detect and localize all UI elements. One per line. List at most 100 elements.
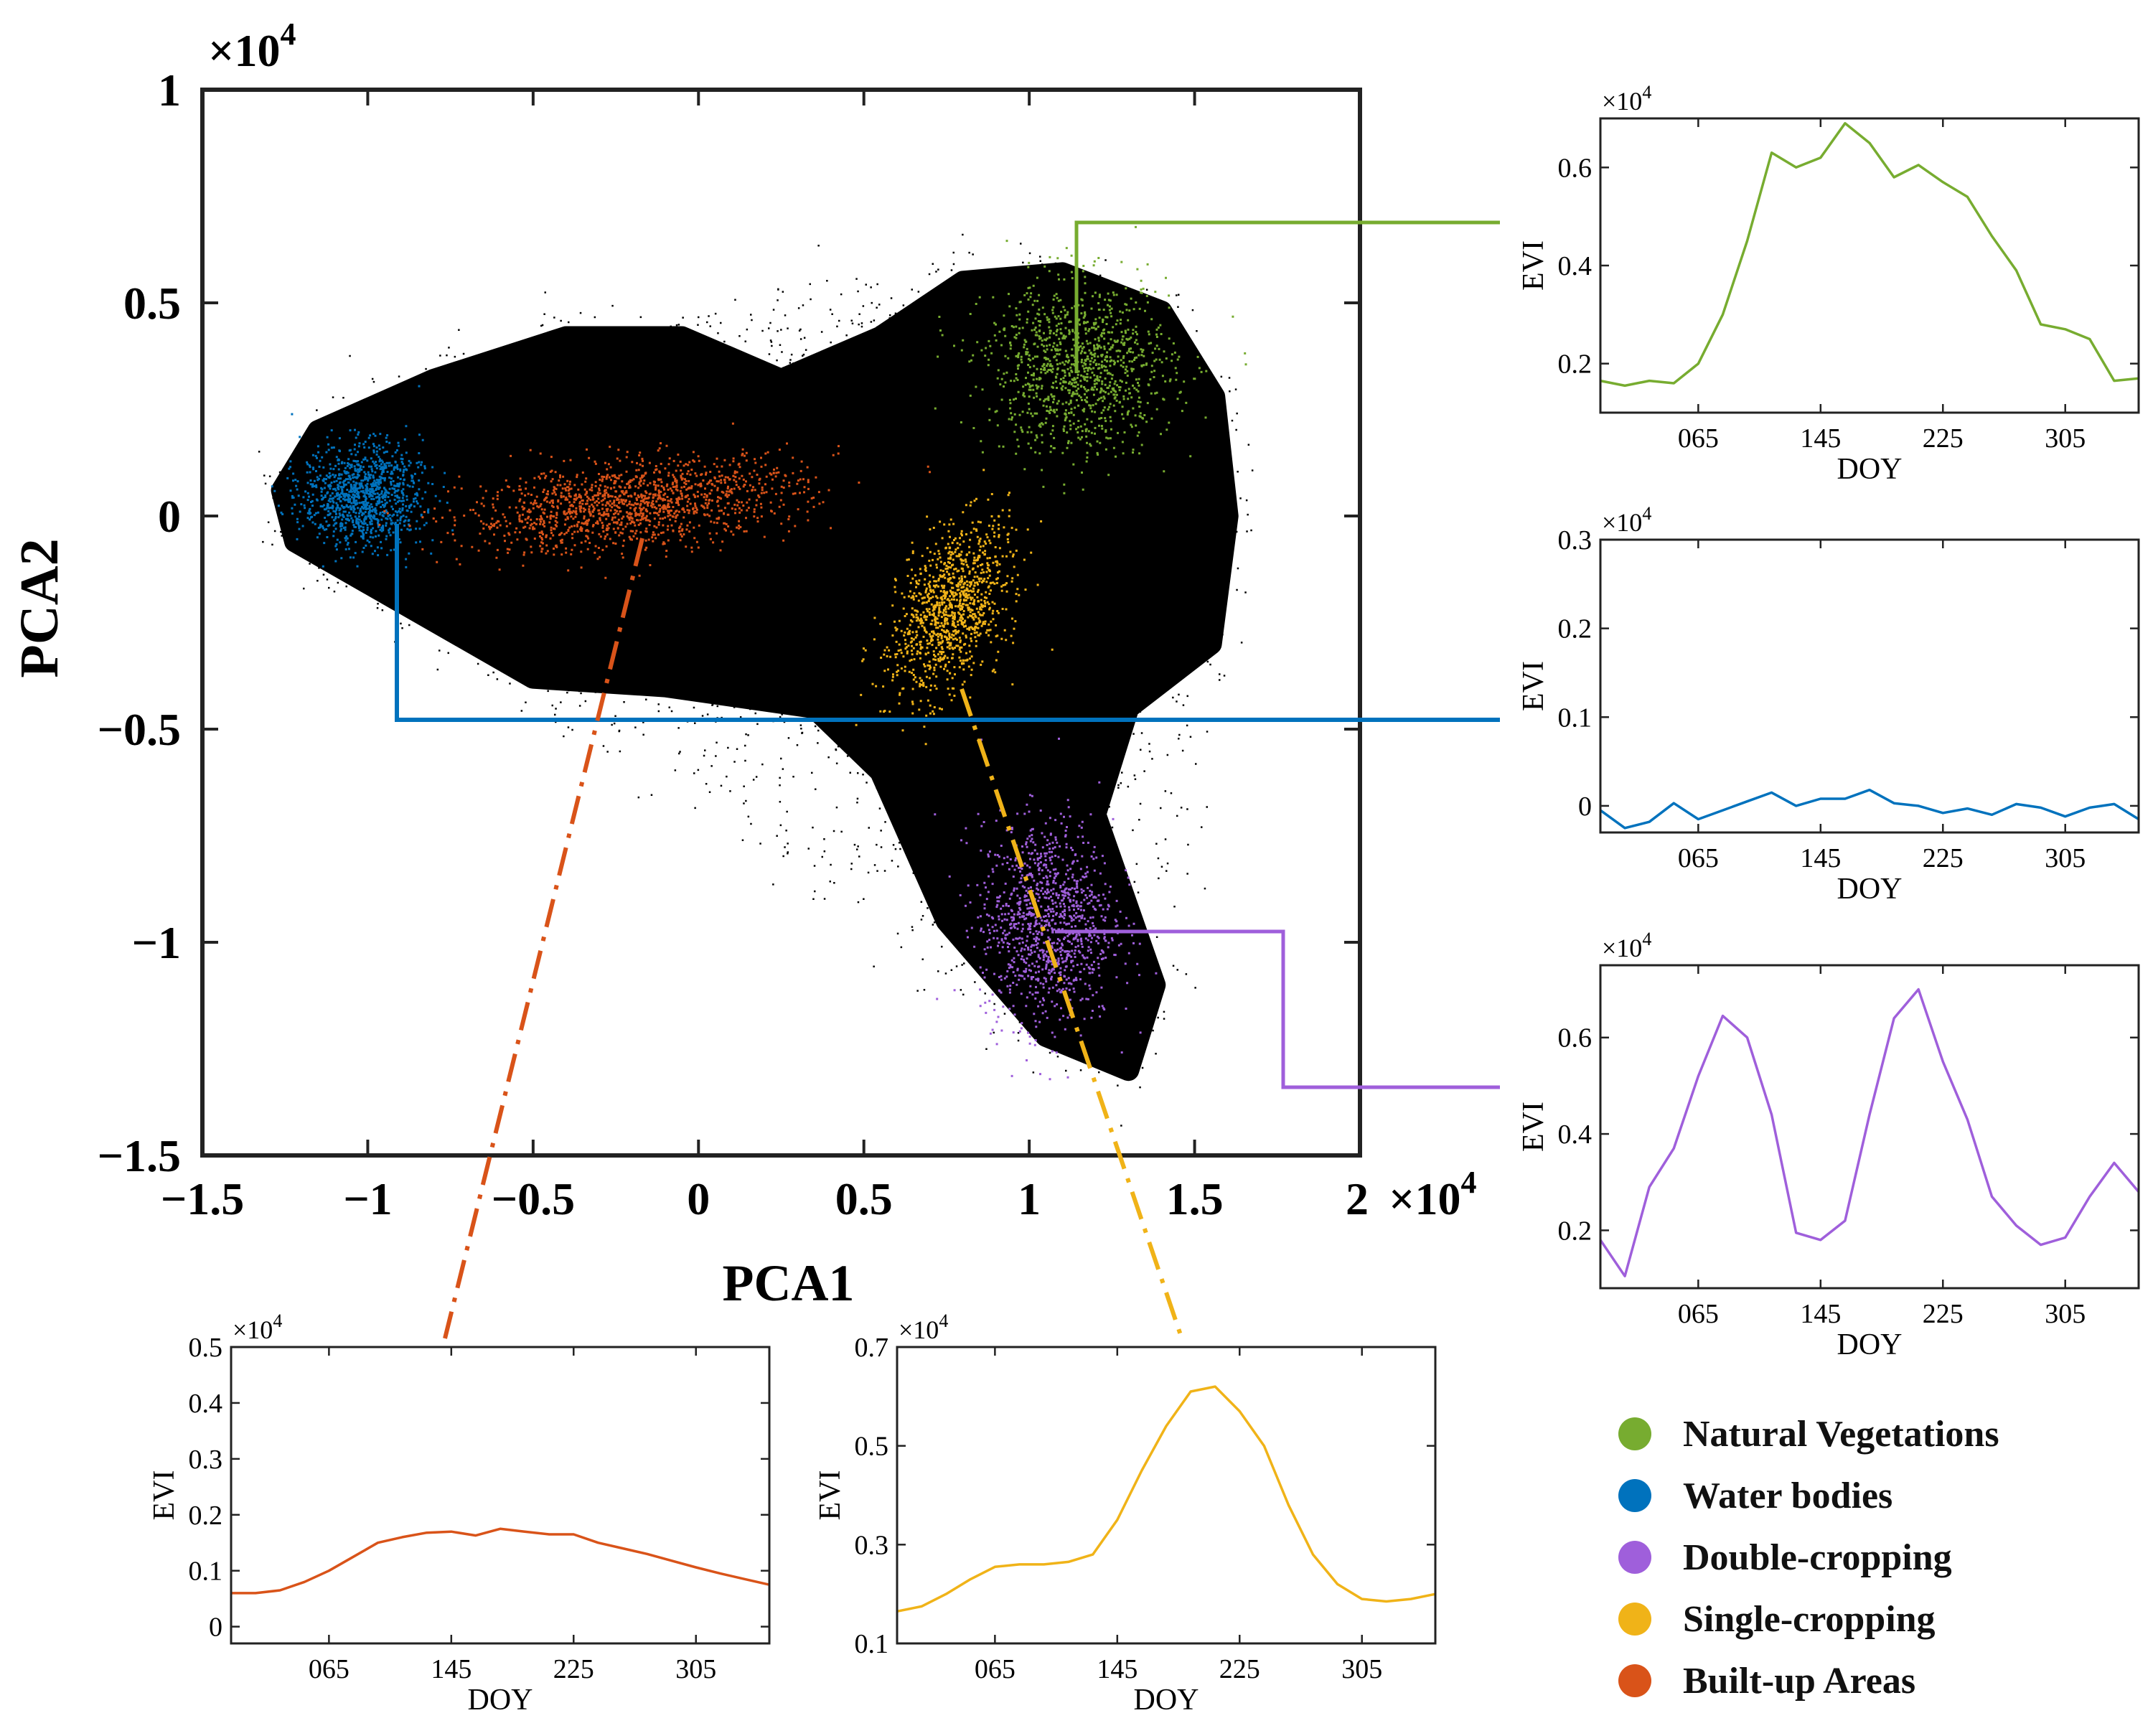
evi-x-label: DOY [1134,1684,1199,1717]
y-tick-label: 0.3 [189,1445,223,1475]
cluster-points-natural [934,225,1247,494]
legend-label: Water bodies [1683,1475,1893,1516]
evi-plot-builtup: 065 145 225 305 0 0.1 0.2 0.3 0.4 0.5 ×104 DOY EVI [148,1310,771,1717]
y-tick-label: 0.6 [1558,153,1593,183]
evi-exponent: ×104 [1602,929,1651,962]
x-tick-label: −1 [343,1173,392,1224]
y-tick-label: 0.1 [1558,703,1593,733]
x-tick-label: 1.5 [1166,1173,1224,1224]
evi-line-builtup [231,1527,770,1595]
y-tick-label: 0.4 [1558,1120,1593,1150]
y-tick-label: 0.5 [123,278,181,329]
x-tick-label: 065 [1678,1299,1719,1329]
legend: Natural Vegetations Water bodies Double-… [1618,1403,1999,1712]
legend-item-single-cropping: Single-cropping [1618,1588,1999,1650]
evi-plot-single: 065 145 225 305 0.1 0.3 0.5 0.7 ×104 DOY EVI [814,1310,1437,1717]
cluster-double [934,737,1158,1081]
legend-item-built-up-areas: Built-up Areas [1618,1650,1999,1712]
x-tick-label: 145 [1800,423,1841,454]
evi-axes-frame [230,1346,771,1645]
connector-double [1055,929,1500,1089]
evi-y-label: EVI [1517,1102,1550,1152]
cluster-points-water [271,385,454,568]
connector-natural [1074,220,1500,373]
x-tick-label: 065 [309,1654,350,1684]
cluster-connectors [395,220,1500,1339]
legend-label: Single-cropping [1683,1598,1936,1640]
x-tick-label: 225 [1923,1299,1964,1329]
y-tick-label: 0.7 [855,1333,889,1363]
y-tick-label: 0.2 [1558,1216,1593,1246]
x-tick-label: 225 [553,1654,594,1684]
evi-line-natural [1600,122,2139,388]
x-tick-label: 1 [1018,1173,1041,1224]
evi-exponent-power: 4 [1642,503,1651,524]
cluster-points-double [934,737,1158,1081]
x-tick-label: 305 [2045,843,2086,873]
y-tick-label: 0.6 [1558,1023,1593,1054]
cluster-water [271,385,454,568]
connector-builtup [443,538,644,1339]
evi-exponent: ×104 [1602,503,1651,537]
x-tick-label: 065 [1678,423,1719,454]
legend-item-natural-vegetations: Natural Vegetations [1618,1403,1999,1465]
y-tick-label: 0.5 [855,1432,889,1462]
x-tick-label: 0 [687,1173,710,1224]
x-tick-label: 305 [2045,423,2086,454]
x-tick-label: 305 [2045,1299,2086,1329]
legend-marker-natural [1618,1417,1651,1450]
evi-x-label: DOY [1837,453,1903,486]
y-tick-label: 0 [158,491,181,542]
legend-marker-single [1618,1603,1651,1636]
evi-axes-frame [1599,117,2140,414]
y-axis-exponent: ×104 [208,17,296,76]
connector-single [960,688,1183,1336]
evi-exponent: ×104 [233,1310,282,1344]
evi-line-double [1599,987,2140,1277]
evi-y-label: EVI [1517,240,1550,291]
evi-exponent-power: 4 [273,1310,282,1331]
y-tick-label: 0.2 [189,1501,223,1531]
cluster-points-builtup [378,422,931,579]
y-tick-label: 0.1 [855,1629,889,1659]
evi-exponent-power: 4 [1642,82,1651,103]
x-tick-label: 145 [1097,1654,1138,1684]
evi-line-water [1599,788,2139,830]
pca-scatter-plot: −1.5 −1 −0.5 0 0.5 1 1.5 2 1 0.5 0 −0.5 −1 −1.5 ×104 ×1… [9,17,1476,1312]
cluster-single [855,469,1054,746]
legend-item-water-bodies: Water bodies [1618,1465,1999,1526]
evi-x-label: DOY [1837,1328,1903,1361]
x-tick-label: 065 [1678,843,1719,873]
cluster-natural [934,225,1247,494]
evi-exponent-power: 4 [1642,929,1651,949]
background-point-cloud [271,262,1239,1082]
x-tick-label: 065 [975,1654,1015,1684]
y-tick-label: −1 [132,917,181,968]
y-tick-label: 0.3 [855,1530,889,1560]
x-tick-label: −0.5 [492,1173,575,1224]
x-tick-label: 305 [675,1654,716,1684]
x-tick-label: −1.5 [161,1173,244,1224]
y-tick-label: −0.5 [98,704,181,755]
cluster-points-single [855,469,1054,746]
y-tick-label: 1 [158,65,181,116]
evi-x-label: DOY [468,1684,533,1717]
evi-y-label: EVI [1517,661,1550,711]
x-tick-label: 145 [1800,1299,1841,1329]
y-axis-exponent-power: 4 [280,17,296,52]
x-tick-label: 305 [1341,1654,1382,1684]
x-tick-label: 145 [1800,843,1841,873]
legend-marker-water [1618,1479,1651,1512]
y-tick-label: −1.5 [98,1130,181,1181]
legend-label: Double-cropping [1683,1536,1952,1578]
legend-item-double-cropping: Double-cropping [1618,1526,1999,1588]
evi-axes-frame [896,1346,1437,1645]
x-tick-label: 225 [1923,843,1964,873]
evi-exponent: ×104 [1602,82,1651,116]
x-axis-exponent-power: 4 [1460,1165,1476,1200]
evi-exponent-power: 4 [939,1310,948,1331]
x-tick-label: 145 [431,1654,472,1684]
y-tick-label: 0.4 [1558,251,1593,281]
evi-axes-frame [1599,538,2140,834]
